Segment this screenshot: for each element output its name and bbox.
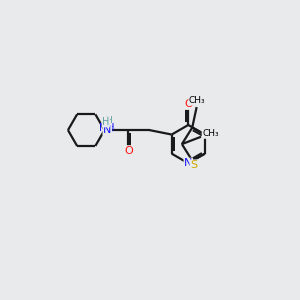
Text: S: S: [190, 160, 197, 170]
Text: NH: NH: [100, 123, 115, 133]
Text: O: O: [124, 146, 133, 156]
Text: CH₃: CH₃: [189, 96, 206, 105]
Text: H: H: [102, 117, 110, 127]
Text: O: O: [184, 99, 193, 110]
Text: CH₃: CH₃: [202, 129, 219, 138]
Text: N: N: [184, 158, 193, 168]
Text: H: H: [105, 116, 112, 125]
Text: N: N: [103, 125, 111, 135]
